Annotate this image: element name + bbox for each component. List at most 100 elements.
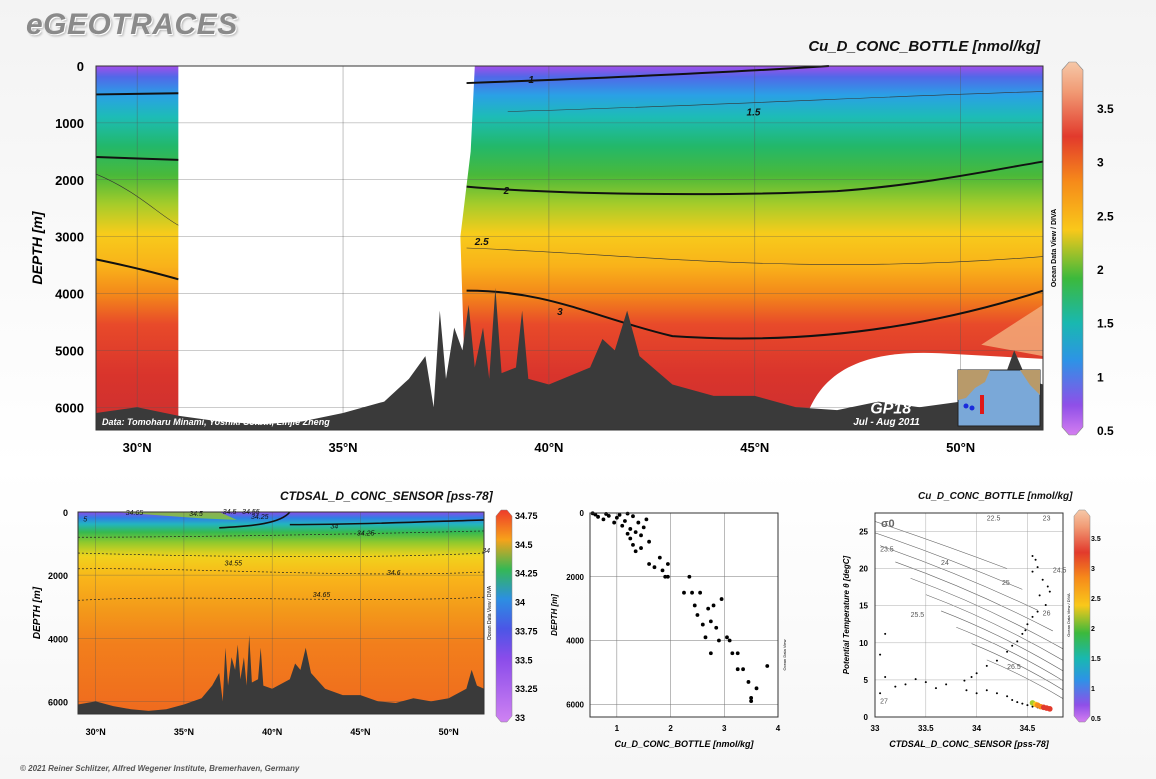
cu-depth-point xyxy=(625,531,630,536)
ts-colored-point xyxy=(1046,706,1053,712)
ts-colorbar-tick: 1 xyxy=(1091,686,1095,693)
cu-depth-scatter-plot: 0 2000 4000 6000 1 2 3 4 Cu_D_CONC_BOTTLE [nmol/… xyxy=(550,509,787,749)
cu-depth-point xyxy=(687,574,692,579)
cu-depth-point xyxy=(719,597,724,601)
ts-point xyxy=(1041,578,1044,581)
main-contour-bold xyxy=(95,92,179,96)
main-contour-bold xyxy=(466,160,1044,196)
cu-depth-point xyxy=(682,590,686,595)
ts-frame xyxy=(874,512,1064,718)
salinity-y-tick-label: 2000 xyxy=(48,571,68,581)
cu-depth-point xyxy=(633,530,638,535)
ts-isopycnal-line xyxy=(895,561,1053,632)
cu-depth-point xyxy=(628,527,633,531)
main-colorbar-tick: 3.5 xyxy=(1097,102,1114,116)
salinity-surface-patch xyxy=(113,512,237,520)
cu-depth-point xyxy=(730,651,735,656)
ts-y-tick-label: 10 xyxy=(859,639,868,648)
cu-depth-point xyxy=(660,568,665,573)
cu-depth-point xyxy=(765,664,770,668)
main-contour-bold xyxy=(95,258,179,281)
main-inset-map xyxy=(957,369,1041,427)
main-contour-label: 2.5 xyxy=(474,237,489,248)
cu-depth-point xyxy=(665,562,670,566)
ts-point xyxy=(1006,650,1009,653)
salinity-colorbar-tick: 34.5 xyxy=(515,540,533,550)
main-colorbar-tick: 1 xyxy=(1097,370,1104,384)
main-y-tick-label: 0 xyxy=(77,59,84,74)
ts-point xyxy=(1036,610,1039,613)
ts-isopycnal-line xyxy=(875,532,1023,590)
salinity-contour-label: 34.25 xyxy=(357,531,375,538)
cu-depth-y-tick-label: 4000 xyxy=(566,637,584,646)
ts-y-tick-label: 20 xyxy=(859,565,868,574)
main-contour-bold xyxy=(466,65,829,85)
ts-point xyxy=(1016,640,1019,643)
ts-watermark: Ocean Data View / DIVA xyxy=(1066,593,1071,637)
main-data-source: Data: Tomoharu Minami, Yoshiki Sohrin, L… xyxy=(102,417,330,427)
main-contour-bold xyxy=(466,289,1044,340)
ts-isopycnal-label: 24 xyxy=(941,560,949,567)
ts-point xyxy=(985,689,988,692)
cu-depth-point xyxy=(612,520,617,525)
salinity-x-tick-label: 40°N xyxy=(262,727,282,737)
main-chart-title: Cu_D_CONC_BOTTLE [nmol/kg] xyxy=(808,38,1040,55)
cu-depth-point xyxy=(700,622,705,627)
ts-point xyxy=(1031,705,1034,708)
ts-point xyxy=(1048,590,1051,593)
brand-logo: eGEOTRACES xyxy=(26,8,238,41)
main-contour-thin xyxy=(95,173,179,226)
salinity-field xyxy=(78,512,484,714)
salinity-x-tick-label: 35°N xyxy=(174,727,194,737)
ts-isopycnal-label: 26 xyxy=(1043,610,1051,617)
salinity-contour-bold xyxy=(219,511,485,529)
cu-depth-point xyxy=(606,513,611,518)
ts-point xyxy=(1021,702,1024,705)
ts-point xyxy=(1021,632,1024,635)
salinity-chart-title: CTDSAL_D_CONC_SENSOR [pss-78] xyxy=(280,489,493,503)
ts-point xyxy=(884,632,887,635)
salinity-contour-label: 34.25 xyxy=(251,514,269,521)
cu-depth-x-axis-label: Cu_D_CONC_BOTTLE [nmol/kg] xyxy=(614,739,754,749)
cu-depth-point xyxy=(665,574,670,579)
cu-depth-point xyxy=(741,667,745,672)
salinity-colorbar-tick: 34.25 xyxy=(515,569,538,579)
main-contour-label: 3 xyxy=(557,307,563,318)
salinity-frame xyxy=(77,511,485,715)
ts-point xyxy=(945,683,948,686)
ts-point xyxy=(1026,623,1029,626)
main-x-tick-label: 50°N xyxy=(946,440,975,455)
salinity-y-tick-label: 4000 xyxy=(48,634,68,644)
odv-watermark: Ocean Data View / DIVA xyxy=(1051,209,1058,287)
main-y-tick-label: 1000 xyxy=(55,116,84,131)
ts-point xyxy=(1011,644,1014,647)
ts-point xyxy=(924,681,927,684)
ts-point xyxy=(1036,566,1039,569)
ts-x-tick-label: 33.5 xyxy=(918,724,934,733)
ts-isopycnals xyxy=(875,521,1063,699)
ts-point xyxy=(965,689,968,692)
cu-depth-point xyxy=(717,638,721,643)
main-colorbar-tick: 2.5 xyxy=(1097,209,1114,223)
main-section-plot: 1 1.5 2 2.5 3 Data: Tomoharu Minami, Yoshiki … xyxy=(29,59,1114,455)
ts-colorbar-tick: 3.5 xyxy=(1091,536,1101,543)
main-contour-label: 1.5 xyxy=(747,107,761,118)
ts-isopycnal-line xyxy=(956,626,1063,682)
cu-depth-point xyxy=(727,638,732,643)
cu-depth-point xyxy=(641,525,646,530)
inset-land xyxy=(958,370,990,400)
ts-isopycnal-line xyxy=(971,643,1063,691)
main-field-right xyxy=(460,66,1043,430)
cu-depth-point xyxy=(652,565,657,570)
cu-depth-point xyxy=(711,603,716,608)
main-colorbar-tick: 2 xyxy=(1097,263,1104,277)
ts-bg xyxy=(875,513,1063,717)
ts-isopycnal-label: 23.5 xyxy=(880,547,894,554)
main-x-tick-label: 35°N xyxy=(329,440,358,455)
ts-point xyxy=(1044,603,1047,606)
cu-depth-watermark: Ocean Data View xyxy=(782,639,787,670)
copyright-credit: © 2021 Reiner Schlitzer, Alfred Wegener … xyxy=(20,764,300,773)
cu-depth-point xyxy=(754,686,759,691)
salinity-bathymetry xyxy=(78,635,484,714)
